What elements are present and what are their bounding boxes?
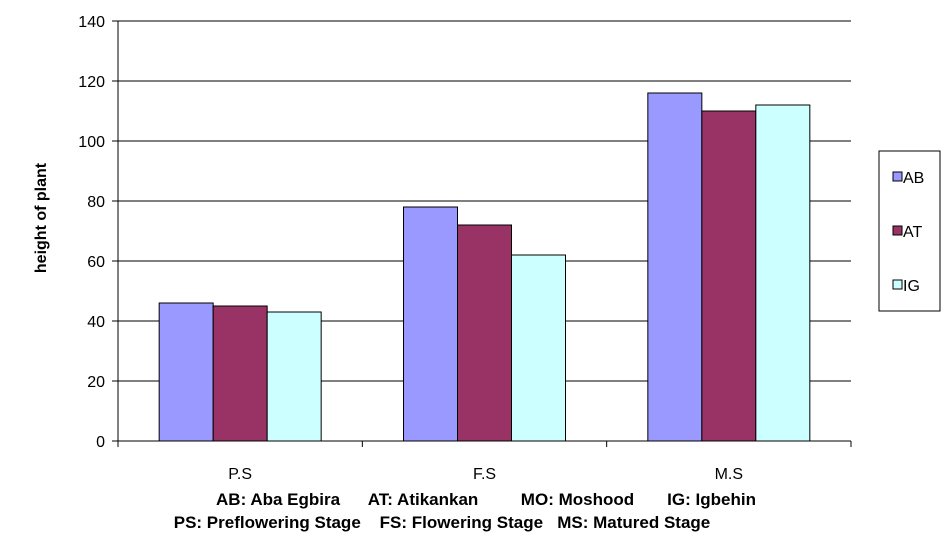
legend-label-ab: AB xyxy=(903,170,924,187)
legend-label-ig: IG xyxy=(903,278,920,295)
legend-box xyxy=(878,150,941,312)
legend-swatch-ab xyxy=(892,171,903,182)
y-tick-label: 40 xyxy=(87,314,105,331)
x-category-label: M.S xyxy=(715,466,743,483)
y-tick-label: 100 xyxy=(78,134,105,151)
legend: AB AT IG xyxy=(878,150,941,312)
y-axis: 0 20 40 60 80 100 120 140 xyxy=(78,14,119,451)
legend-swatch-at xyxy=(892,225,903,236)
x-axis: P.S F.S M.S xyxy=(117,440,852,483)
legend-swatch-ig xyxy=(892,279,903,290)
y-tick-label: 60 xyxy=(87,254,105,271)
y-tick-label: 120 xyxy=(78,74,105,91)
bar-at-2 xyxy=(701,110,757,442)
y-tick-label: 80 xyxy=(87,194,105,211)
bar-ab-1 xyxy=(403,206,458,442)
bar-at-0 xyxy=(212,305,268,442)
bar-at-1 xyxy=(457,224,512,442)
bar-ig-2 xyxy=(755,104,811,442)
x-category-label: F.S xyxy=(473,466,496,483)
abbreviation-note-1: AB: Aba Egbira AT: Atikankan MO: Moshood… xyxy=(216,490,756,509)
bar-ab-0 xyxy=(158,302,214,442)
abbreviation-note-2: PS: Preflowering Stage FS: Flowering Sta… xyxy=(174,513,711,532)
y-axis-title: height of plant xyxy=(33,162,50,273)
x-category-label: P.S xyxy=(228,466,252,483)
bars xyxy=(158,92,811,442)
bar-ig-1 xyxy=(511,254,566,442)
legend-label-at: AT xyxy=(903,224,922,241)
y-tick-label: 20 xyxy=(87,374,105,391)
y-tick-label: 140 xyxy=(78,14,105,31)
bar-ab-2 xyxy=(647,92,703,442)
bar-ig-0 xyxy=(266,311,322,442)
y-tick-label: 0 xyxy=(96,434,105,451)
